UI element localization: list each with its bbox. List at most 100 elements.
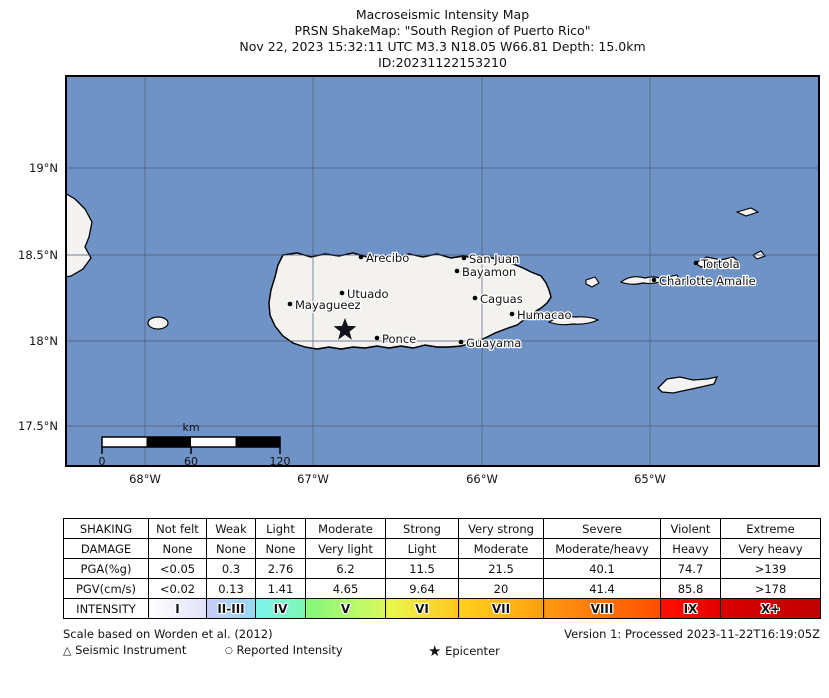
epicenter-star-icon [333,318,357,340]
table-row-pga: PGA(%g) <0.05 0.3 2.76 6.2 11.5 21.5 40.… [63,558,821,580]
table-row-pgv: PGV(cm/s) <0.02 0.13 1.41 4.65 9.64 20 4… [63,578,821,600]
scale-tick-label-60: 60 [184,455,198,467]
city-dot-ponce [374,335,380,341]
table-row-intensity: INTENSITY I II-III IV V VI VII VIII IX X… [63,598,821,620]
intensity-cell-iv: IV [255,598,306,620]
scale-note: Scale based on Worden et al. (2012) [63,627,273,641]
table-cell: Light [255,517,306,540]
table-cell: Moderate [305,517,386,540]
city-dot-charlotte-amalie [651,277,657,283]
table-cell: 2.76 [255,558,306,580]
intensity-cell-ix: IX [660,598,721,620]
intensity-cell-ii-iii: II-III [206,598,256,620]
city-dot-humacao [509,311,515,317]
table-cell: <0.05 [148,558,207,580]
city-label-caguas: Caguas [480,292,523,306]
table-cell: 1.41 [255,578,306,600]
table-cell: Moderate [458,538,544,560]
table-cell: 11.5 [385,558,459,580]
intensity-cell-i: I [148,598,207,620]
table-cell: None [206,538,256,560]
city-label-utuado: Utuado [347,287,389,301]
st-john-island [667,274,681,284]
city-label-mayagueez: Mayagueez [295,298,361,312]
scale-tick-label-0: 0 [99,455,106,467]
table-cell: Extreme [720,517,821,540]
table-cell: 21.5 [458,558,544,580]
table-cell: Severe [543,517,661,540]
table-cell: 85.8 [660,578,721,600]
city-label-bayamon: Bayamon [462,265,516,279]
lat-label-18-5n: 18.5°N [18,248,58,262]
intensity-cell-viii: VIII [543,598,661,620]
table-cell: 40.1 [543,558,661,580]
graticule [65,75,820,467]
table-cell: 20 [458,578,544,600]
st-thomas-island [619,276,665,285]
table-cell: 9.64 [385,578,459,600]
city-label-charlotte-amalie: Charlotte Amalie [659,274,756,288]
table-row-shaking: SHAKING Not felt Weak Light Moderate Str… [63,517,821,540]
lat-label-18n: 18°N [29,334,58,348]
city-label-arecibo: Arecibo [366,251,409,265]
table-cell: Heavy [660,538,721,560]
intensity-cell-vii: VII [458,598,544,620]
hispaniola-coast [64,191,93,278]
table-cell: Not felt [148,517,207,540]
map-area: Arecibo San Juan Bayamon Utuado Caguas M… [64,75,820,468]
table-cell: 74.7 [660,558,721,580]
triangle-icon: △ [63,644,72,657]
lon-label-65w: 65°W [634,472,666,486]
legend-reported-label: Reported Intensity [236,643,343,657]
city-dot-tortola [693,260,699,266]
star-icon: ★ [428,642,442,660]
legend-epicenter: ★ Epicenter [428,641,500,660]
lon-label-66w: 66°W [466,472,498,486]
row-label-intensity: INTENSITY [63,598,149,620]
table-cell: Moderate/heavy [543,538,661,560]
table-cell: 4.65 [305,578,386,600]
table-cell: <0.02 [148,578,207,600]
vieques-island [547,315,600,326]
map-subtitle: PRSN ShakeMap: "South Region of Puerto R… [294,23,591,38]
table-cell: 41.4 [543,578,661,600]
event-info: Nov 22, 2023 15:32:11 UTC M3.3 N18.05 W6… [239,39,646,54]
scale-tick-label-120: 120 [270,455,291,467]
row-label-damage: DAMAGE [63,538,149,560]
table-cell: >139 [720,558,821,580]
city-label-san-juan: San Juan [469,252,519,266]
table-cell: 0.3 [206,558,256,580]
shakemap-canvas: Arecibo San Juan Bayamon Utuado Caguas M… [64,75,820,468]
scale-bar-segment [191,437,236,447]
scale-bar-segment [146,437,191,447]
city-dot-guayama [458,339,464,345]
lon-label-67w: 67°W [297,472,329,486]
city-label-guayama: Guayama [466,336,521,350]
row-label-shaking: SHAKING [63,517,149,540]
intensity-cell-v: V [305,598,386,620]
table-cell: Very strong [458,517,544,540]
culebra-island [585,276,600,288]
legend-seismic-label: Seismic Instrument [75,643,187,657]
tortola-island [693,256,741,268]
table-row-damage: DAMAGE None None None Very light Light M… [63,538,821,560]
anegada-island [735,207,760,217]
st-croix-island [657,376,719,394]
intensity-cell-vi: VI [385,598,459,620]
city-dot-bayamon [454,268,460,274]
version-info: Version 1: Processed 2023-11-22T16:19:05… [564,627,820,641]
lat-label-19n: 19°N [29,161,58,175]
scale-bar-unit: km [182,421,199,434]
table-cell: Violent [660,517,721,540]
table-cell: >178 [720,578,821,600]
city-label-tortola: Tortola [700,257,740,271]
city-dot-mayagueez [287,301,293,307]
event-id: ID:20231122153210 [378,55,507,70]
legend-reported-intensity: ○ Reported Intensity [225,643,343,657]
table-cell: 0.13 [206,578,256,600]
city-dot-caguas [472,295,478,301]
scale-bar-segment [235,437,280,447]
lat-label-17-5n: 17.5°N [18,419,58,433]
legend-epicenter-label: Epicenter [445,644,500,658]
